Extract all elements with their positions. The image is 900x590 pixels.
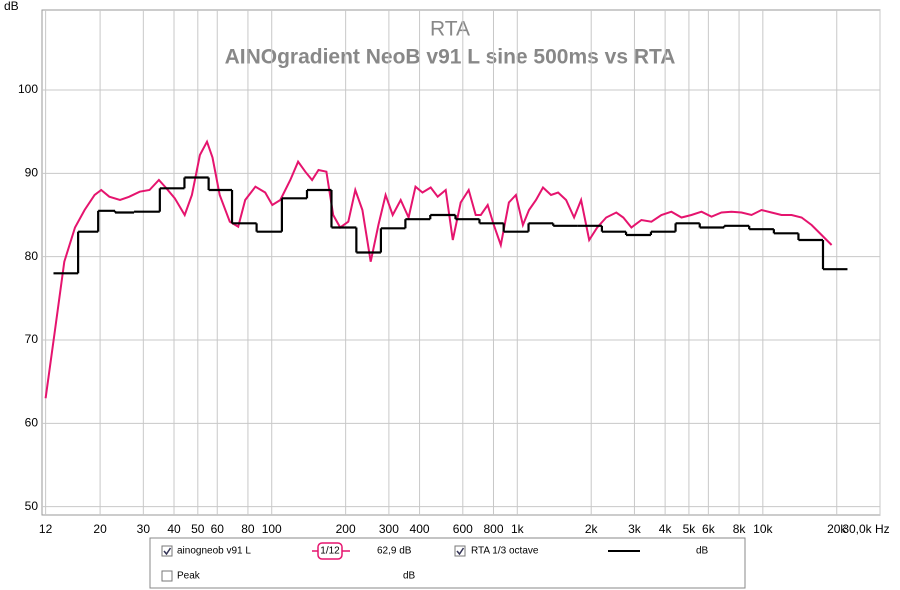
x-tick-label: 6k xyxy=(702,522,716,536)
plot-area xyxy=(41,9,881,516)
legend-reading: dB xyxy=(696,546,709,557)
x-tick-label: 80 xyxy=(241,522,255,536)
x-tick-label: 30,0k Hz xyxy=(842,522,889,536)
y-tick-label: 90 xyxy=(25,166,39,180)
y-tick-label: 60 xyxy=(25,416,39,430)
y-tick-label: 100 xyxy=(18,82,38,96)
x-tick-label: 600 xyxy=(453,522,473,536)
x-tick-label: 40 xyxy=(167,522,181,536)
x-tick-label: 1k xyxy=(511,522,525,536)
x-tick-label: 12 xyxy=(39,522,53,536)
smoothing-label: 1/12 xyxy=(320,546,340,557)
x-tick-label: 5k xyxy=(683,522,697,536)
y-tick-label: 50 xyxy=(25,499,39,513)
legend-reading: 62,9 dB xyxy=(377,546,412,557)
x-tick-label: 50 xyxy=(191,522,205,536)
checkmark xyxy=(163,547,172,556)
chart-subtitle: AINOgradient NeoB v91 L sine 500ms vs RT… xyxy=(225,46,676,69)
x-tick-label: 200 xyxy=(336,522,356,536)
y-tick-label: 80 xyxy=(25,249,39,263)
chart-title: RTA xyxy=(430,18,470,41)
x-tick-label: 20k xyxy=(827,522,847,536)
smoothing-box xyxy=(317,542,343,560)
y-tick-label: 70 xyxy=(25,332,39,346)
x-tick-label: 800 xyxy=(483,522,503,536)
legend-reading: dB xyxy=(403,571,416,582)
x-tick-label: 30 xyxy=(137,522,151,536)
x-tick-label: 60 xyxy=(211,522,225,536)
checkbox xyxy=(161,570,173,582)
legend xyxy=(149,537,746,589)
x-tick-label: 3k xyxy=(628,522,642,536)
x-tick-label: 10k xyxy=(753,522,773,536)
x-tick-label: 4k xyxy=(659,522,673,536)
x-tick-label: 100 xyxy=(262,522,282,536)
x-tick-label: 8k xyxy=(733,522,747,536)
x-tick-label: 400 xyxy=(410,522,430,536)
legend-label: ainogneob v91 L xyxy=(177,546,251,557)
legend-label: RTA 1/3 octave xyxy=(471,546,539,557)
y-axis-label: dB xyxy=(4,0,19,13)
x-tick-label: 2k xyxy=(585,522,599,536)
response-line xyxy=(44,139,833,399)
x-tick-label: 20 xyxy=(93,522,107,536)
x-tick-label: 300 xyxy=(379,522,399,536)
legend-label: Peak xyxy=(177,571,201,582)
checkmark xyxy=(456,547,465,556)
checkbox xyxy=(161,545,173,557)
checkbox xyxy=(454,545,466,557)
